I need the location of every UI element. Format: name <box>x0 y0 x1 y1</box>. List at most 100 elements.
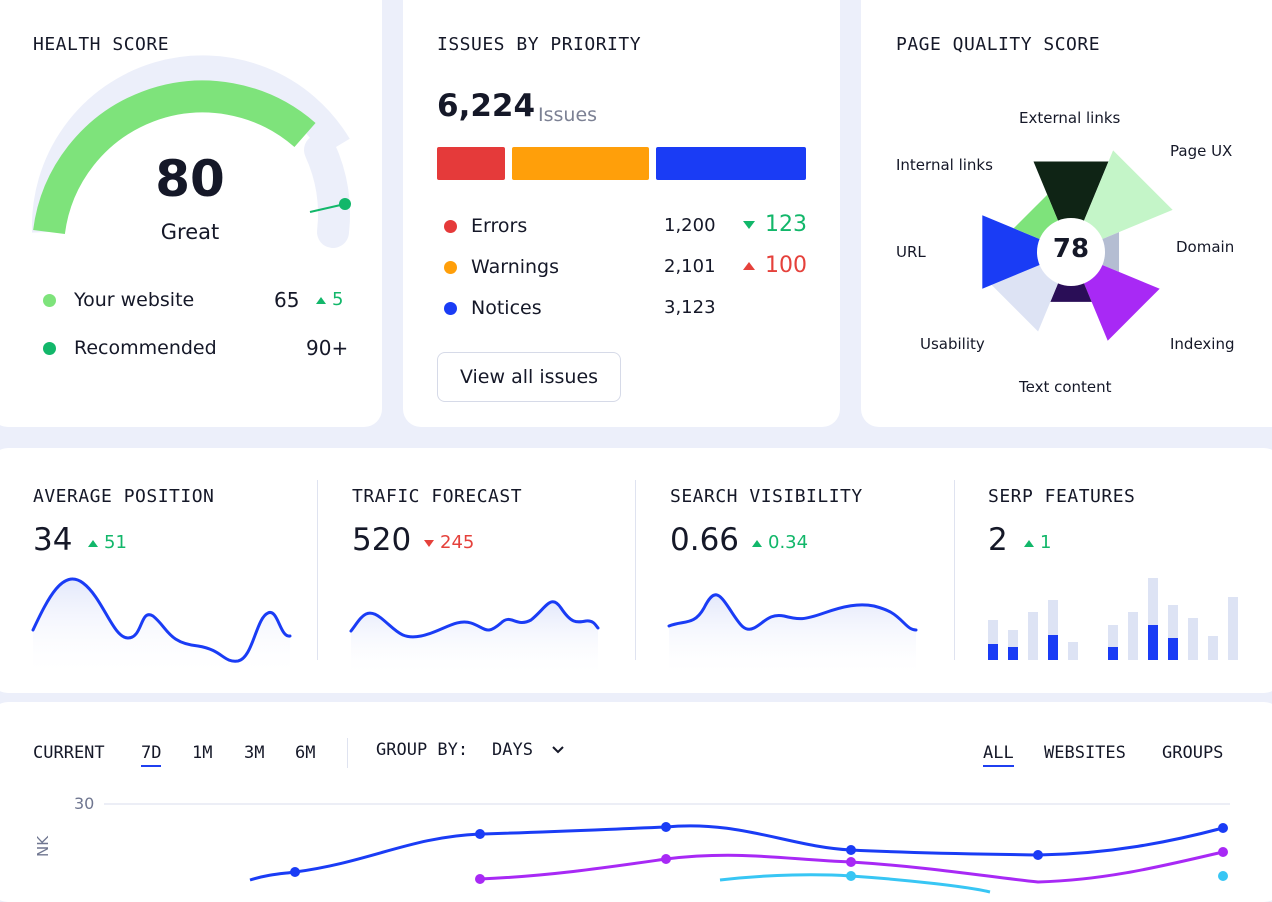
traffic-forecast-value: 520 <box>352 522 412 558</box>
up-arrow-icon <box>752 539 762 547</box>
rank-point <box>1218 823 1228 833</box>
quality-score-value: 78 <box>1052 234 1090 264</box>
gauge-track-end <box>304 134 350 248</box>
filter-tab-websites[interactable]: WEBSITES <box>1044 743 1126 763</box>
issues-title: ISSUES BY PRIORITY <box>437 34 642 55</box>
traffic-forecast-delta-value: 245 <box>440 532 475 553</box>
health-score-value: 80 <box>155 150 225 208</box>
period-tab-7d[interactable]: 7D <box>141 743 162 767</box>
avg-position-title: AVERAGE POSITION <box>33 486 215 507</box>
rank-point <box>1033 850 1043 860</box>
group-by-dropdown[interactable]: DAYS <box>492 740 565 760</box>
rank-point <box>1218 871 1228 881</box>
quality-petal <box>1071 150 1173 252</box>
avg-position-delta-value: 51 <box>104 532 127 553</box>
serp-bar-fg <box>1148 625 1158 660</box>
notices-value: 3,123 <box>664 297 716 318</box>
quality-petal <box>1033 161 1109 252</box>
notices-dot <box>444 302 457 315</box>
serp-features-bars <box>988 578 1238 660</box>
serp-bar-fg <box>1048 635 1058 660</box>
serp-features-title: SERP FEATURES <box>988 486 1136 507</box>
errors-delta: 123 <box>743 212 807 237</box>
traffic-forecast-delta: 245 <box>424 532 474 553</box>
period-tab-6m[interactable]: 6M <box>295 743 316 763</box>
avg-position-delta: 51 <box>88 532 127 553</box>
rank-point <box>846 871 856 881</box>
down-arrow-icon <box>424 539 434 547</box>
quality-petal <box>982 215 1071 289</box>
warnings-delta: 100 <box>743 253 807 278</box>
petal-label-domain: Domain <box>1176 238 1235 256</box>
rank-point <box>846 857 856 867</box>
up-arrow-icon <box>88 539 98 547</box>
petal-label-page-ux: Page UX <box>1170 142 1233 160</box>
rank-point <box>290 867 300 877</box>
serp-bar-bg <box>1128 612 1138 660</box>
warnings-bar <box>512 147 649 180</box>
serp-bar-bg <box>1028 612 1038 660</box>
page-quality-title: PAGE QUALITY SCORE <box>896 34 1101 55</box>
group-by-label: GROUP BY: <box>376 740 469 760</box>
errors-delta-value: 123 <box>765 212 807 237</box>
rank-series-blue <box>249 824 1224 882</box>
petal-label-indexing: Indexing <box>1170 335 1235 353</box>
petal-label-external-links: External links <box>1019 109 1121 127</box>
warnings-value: 2,101 <box>664 256 716 277</box>
health-gauge <box>31 55 351 248</box>
search-visibility-delta: 0.34 <box>752 532 808 553</box>
rank-toolbar-divider <box>347 738 348 768</box>
quality-center <box>1037 218 1105 286</box>
serp-bar-bg <box>1148 578 1158 660</box>
your-website-value: 65 <box>274 288 300 312</box>
petal-label-internal-links: Internal links <box>896 156 993 174</box>
rank-point <box>661 822 671 832</box>
serp-bar-bg <box>988 620 998 660</box>
errors-value: 1,200 <box>664 215 716 236</box>
errors-label: Errors <box>471 215 528 237</box>
recommended-dot <box>43 342 56 355</box>
recommended-label: Recommended <box>74 337 217 359</box>
serp-bar-fg <box>1008 647 1018 660</box>
serp-features-value: 2 <box>988 522 1008 558</box>
metrics-divider-1 <box>317 480 318 660</box>
warnings-dot <box>444 261 457 274</box>
view-all-issues-button[interactable]: View all issues <box>437 352 621 402</box>
filter-tab-groups[interactable]: GROUPS <box>1162 743 1224 763</box>
group-by-value: DAYS <box>492 740 533 760</box>
issues-total-label: Issues <box>538 104 598 126</box>
search-visibility-value: 0.66 <box>670 522 740 558</box>
health-score-label: Great <box>160 220 220 244</box>
rank-point <box>846 845 856 855</box>
up-arrow-icon <box>743 262 755 270</box>
petal-label-usability: Usability <box>920 335 985 353</box>
your-website-dot <box>43 294 56 307</box>
serp-features-delta-value: 1 <box>1040 532 1052 553</box>
petal-label-url: URL <box>896 243 926 261</box>
serp-bar-bg <box>1168 605 1178 660</box>
serp-bar-fg <box>988 644 998 660</box>
current-label: CURRENT <box>33 743 105 763</box>
search-visibility-line <box>667 593 918 632</box>
period-tab-3m[interactable]: 3M <box>244 743 265 763</box>
avg-position-line <box>31 577 292 663</box>
serp-features-delta: 1 <box>1024 532 1051 553</box>
traffic-forecast-line <box>349 600 600 639</box>
filter-tab-all[interactable]: ALL <box>983 743 1014 767</box>
avg-position-sparkline <box>31 577 292 678</box>
down-arrow-icon <box>743 221 755 229</box>
search-visibility-sparkline <box>667 593 918 678</box>
recommended-marker <box>339 198 351 210</box>
traffic-forecast-sparkline <box>349 600 600 678</box>
rank-point <box>475 874 485 884</box>
recommended-value: 90+ <box>306 336 349 360</box>
gauge-fill <box>33 80 316 235</box>
your-website-label: Your website <box>74 289 195 311</box>
quality-rose-chart <box>982 150 1173 341</box>
period-tab-1m[interactable]: 1M <box>192 743 213 763</box>
your-website-delta-value: 5 <box>332 289 344 310</box>
warnings-label: Warnings <box>471 256 560 278</box>
avg-position-value: 34 <box>33 522 73 558</box>
rank-point <box>661 854 671 864</box>
health-score-card: HEALTH SCORE 80 Great Your website 65 5 … <box>0 0 382 427</box>
